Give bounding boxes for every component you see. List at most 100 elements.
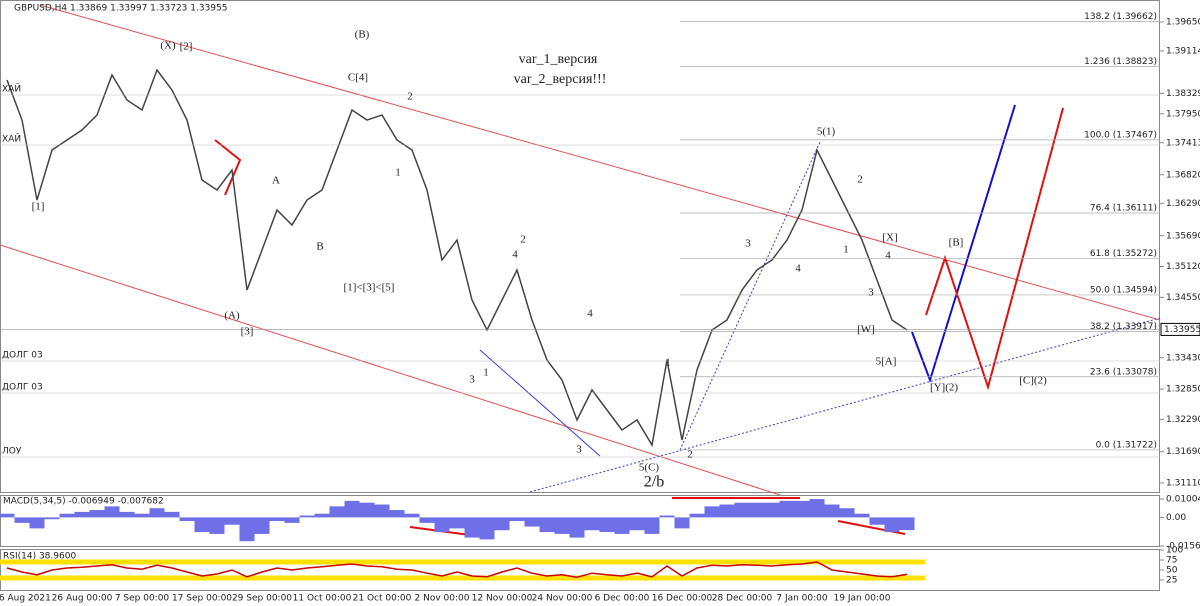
trend-dotted xyxy=(679,141,821,451)
macd-bar xyxy=(464,517,480,538)
macd-bar xyxy=(869,517,885,525)
panel-title: MACD(5,34,5) -0.006949 -0.007682 xyxy=(3,497,164,507)
macd-bar xyxy=(824,504,840,518)
y-tick-label: 1.35690 xyxy=(1166,231,1200,241)
macd-bar xyxy=(359,502,375,518)
wave-label: A xyxy=(272,175,280,187)
fib-label: 38.2 (1.33917) xyxy=(1090,322,1157,332)
macd-bar xyxy=(14,517,30,523)
macd-bar xyxy=(719,504,735,518)
fib-label: 50.0 (1.34594) xyxy=(1090,285,1157,295)
header: GBPUSD,H4 1.33869 1.33997 1.33723 1.3395… xyxy=(14,4,227,14)
y-tick-label: 75 xyxy=(1166,556,1177,566)
wave-label: (A) xyxy=(224,310,240,322)
wave-label: 4 xyxy=(795,263,801,275)
macd-bar xyxy=(629,517,645,531)
y-tick-label: -0.015620 xyxy=(1166,542,1200,552)
level-label: ДОЛГ 03 xyxy=(2,383,43,393)
macd-bar xyxy=(764,502,780,518)
macd-frame xyxy=(0,495,1160,547)
wave-label: var_1_версия xyxy=(519,52,598,67)
macd-bar xyxy=(884,517,900,533)
trend-line xyxy=(479,349,601,457)
y-tick-label: 1.32850 xyxy=(1166,385,1200,395)
macd-bar xyxy=(704,506,720,518)
wave-label: [Y](2) xyxy=(930,382,958,394)
y-tick-label: 50 xyxy=(1166,566,1178,576)
macd-bar xyxy=(899,517,915,531)
wave-label: 3 xyxy=(745,238,751,250)
y-tick-label: 1.33430 xyxy=(1166,353,1200,363)
fib-label: 23.6 (1.33078) xyxy=(1090,367,1157,377)
macd-bar xyxy=(239,517,255,542)
macd-bar xyxy=(254,517,270,534)
wave-label: 3 xyxy=(469,374,475,386)
wave-label: 5(C) xyxy=(639,462,660,474)
x-tick-label: 16 Dec 00:00 xyxy=(652,594,713,604)
x-tick-label: 7 Sep 00:00 xyxy=(115,594,170,604)
y-tick-label: 0.010046 xyxy=(1166,494,1200,504)
level-label: ЛОУ xyxy=(2,447,22,457)
wave-label: (X) xyxy=(160,40,176,52)
macd-bar xyxy=(854,513,870,518)
fib-label: 100.0 (1.37467) xyxy=(1084,130,1157,140)
rsi-frame xyxy=(0,549,1160,591)
wave-label: [C](2) xyxy=(1019,375,1047,387)
x-tick-label: 26 Aug 00:00 xyxy=(52,594,113,604)
macd-bar xyxy=(584,517,600,531)
fib-label: 61.8 (1.35272) xyxy=(1090,249,1157,259)
main-frame xyxy=(0,0,1160,493)
x-tick-label: 6 Dec 00:00 xyxy=(595,594,650,604)
macd-bar xyxy=(104,506,120,518)
projection-blue xyxy=(911,104,1016,384)
x-tick-label: 24 Nov 00:00 xyxy=(532,594,593,604)
macd-bar xyxy=(314,513,330,518)
y-tick-label: 1.37950 xyxy=(1166,109,1200,119)
fib-label: 0.0 (1.31722) xyxy=(1096,440,1157,450)
wave-label: 2/b xyxy=(644,474,664,491)
wave-label: 2 xyxy=(520,234,526,246)
macd-bar xyxy=(434,517,450,533)
wave-label: [W] xyxy=(857,324,875,336)
macd-bar xyxy=(569,517,585,538)
x-tick-label: 17 Sep 00:00 xyxy=(172,594,232,604)
x-tick-label: 29 Sep 00:00 xyxy=(232,594,292,604)
macd-bar xyxy=(389,510,405,518)
wave-label: 4 xyxy=(512,249,518,261)
projection-red xyxy=(925,107,1064,391)
y-tick-label: 1.31110 xyxy=(1166,478,1200,488)
wave-label: 1 xyxy=(665,357,671,369)
macd-bar xyxy=(74,511,90,518)
macd-bar xyxy=(164,511,180,518)
wave-label: 2 xyxy=(407,91,413,103)
wave-label: 5[A] xyxy=(876,356,897,368)
y-tick-label: 1.36290 xyxy=(1166,199,1200,209)
level-label: ДОЛГ 03 xyxy=(2,351,43,361)
x-tick-label: 2 Nov 00:00 xyxy=(415,594,470,604)
macd-bar xyxy=(179,517,195,522)
fib-label: 138.2 (1.39662) xyxy=(1084,12,1157,22)
macd-bar xyxy=(494,517,510,531)
macd-bar xyxy=(644,517,660,534)
x-tick-label: 28 Dec 00:00 xyxy=(712,594,773,604)
macd-bar xyxy=(509,517,525,522)
x-tick-label: 11 Oct 00:00 xyxy=(293,594,352,604)
current-price: 1.33955 xyxy=(1164,325,1200,335)
wave-label: [B] xyxy=(949,237,964,249)
wave-label: [3] xyxy=(241,326,254,338)
y-tick-label: 1.38329 xyxy=(1166,89,1200,99)
y-tick-label: 1.31690 xyxy=(1166,447,1200,457)
macd-bar xyxy=(44,517,60,520)
y-tick-label: 1.34550 xyxy=(1166,293,1200,303)
macd-bar xyxy=(299,515,315,518)
macd-bar xyxy=(734,502,750,518)
panel-title: RSI(14) 38.9600 xyxy=(3,552,76,562)
wave-label: 3 xyxy=(576,444,582,456)
macd-bar xyxy=(554,517,570,534)
macd-bar xyxy=(224,517,240,525)
macd-bar xyxy=(779,500,795,518)
x-tick-label: 16 Aug 2021 xyxy=(0,594,51,604)
macd-bar xyxy=(374,504,390,518)
y-tick-label: 1.37413 xyxy=(1166,138,1200,148)
